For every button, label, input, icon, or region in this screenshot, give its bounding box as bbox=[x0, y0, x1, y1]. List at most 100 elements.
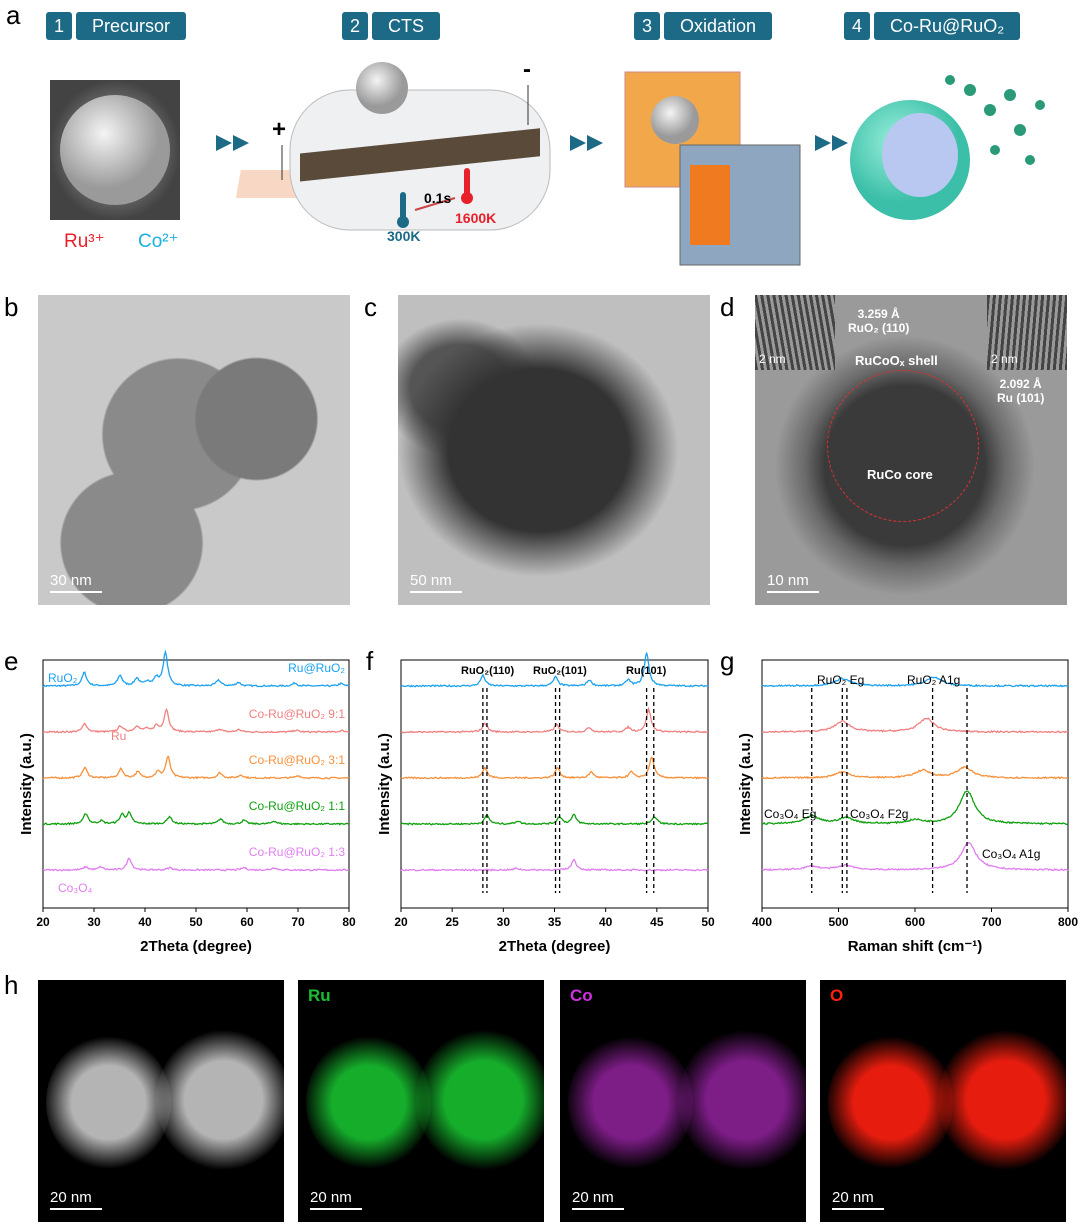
series-label: Co-Ru@RuO₂ 9:1 bbox=[249, 707, 346, 721]
x-tick-label: 50 bbox=[189, 915, 203, 929]
series-line bbox=[42, 857, 350, 872]
step-2: 2 CTS bbox=[342, 12, 440, 40]
x-tick-label: 25 bbox=[445, 915, 459, 929]
co-ion: Co²⁺ bbox=[138, 231, 179, 252]
scale-bar: 30 nm bbox=[50, 572, 102, 593]
panel-label-e: e bbox=[4, 646, 19, 676]
x-tick-label: 20 bbox=[36, 915, 50, 929]
panel-label-d: d bbox=[720, 292, 735, 322]
y-axis-label: Intensity (a.u.) bbox=[18, 733, 35, 835]
x-tick-label: 40 bbox=[599, 915, 613, 929]
panel-label-h: h bbox=[4, 970, 19, 1000]
step-1: 1 Precursor bbox=[46, 12, 187, 40]
x-tick-label: 50 bbox=[701, 915, 715, 929]
panel-label-g: g bbox=[720, 646, 735, 676]
tem-image-c: 50 nm bbox=[398, 295, 710, 605]
step-num: 4 bbox=[844, 12, 870, 40]
x-tick-label: 45 bbox=[650, 915, 664, 929]
charts: Ru@RuO₂ Co-Ru@RuO₂ 9:1 Co-Ru@RuO₂ 3:1 Co-Ru… bbox=[18, 649, 1078, 955]
y-axis-label: Intensity (a.u.) bbox=[737, 733, 754, 835]
chart-e: Ru@RuO₂ Co-Ru@RuO₂ 9:1 Co-Ru@RuO₂ 3:1 Co-Ru… bbox=[18, 649, 356, 955]
x-tick-label: 70 bbox=[291, 915, 305, 929]
series-line bbox=[42, 707, 350, 734]
annotation: RuO₂(110) bbox=[461, 665, 515, 677]
x-axis-label: 2Theta (degree) bbox=[499, 938, 611, 955]
step-name: Oxidation bbox=[664, 12, 773, 40]
panel-label-c: c bbox=[364, 292, 377, 322]
annotation: Ru(101) bbox=[626, 665, 667, 677]
hrtem-image-d: 2 nm 2 nm 3.259 Å RuO₂ (110) 2.092 Å Ru (1… bbox=[755, 295, 1067, 605]
series-line bbox=[761, 841, 1069, 872]
annotation: RuO₂(101) bbox=[533, 665, 587, 677]
step-4: 4 Co-Ru@RuO₂ bbox=[844, 12, 1021, 40]
annotation: Co₃O₄ F2g bbox=[850, 807, 908, 821]
series-line bbox=[761, 765, 1069, 780]
x-tick-label: 700 bbox=[981, 915, 1001, 929]
x-tick-label: 80 bbox=[342, 915, 356, 929]
annotation: Ru bbox=[111, 729, 126, 743]
x-tick-label: 40 bbox=[138, 915, 152, 929]
eds-map-ru: Ru 20 nm bbox=[298, 980, 544, 1222]
low-temp: 300K bbox=[387, 228, 421, 244]
x-tick-label: 600 bbox=[905, 915, 925, 929]
element-label: Co bbox=[570, 986, 593, 1005]
scale-bar: 20 nm bbox=[832, 1189, 884, 1210]
y-axis-label: Intensity (a.u.) bbox=[376, 733, 393, 835]
series-label: Co-Ru@RuO₂ 1:3 bbox=[249, 845, 346, 859]
scale-bar: 50 nm bbox=[410, 572, 462, 593]
plus-electrode: + bbox=[272, 116, 287, 143]
scale-bar: 10 nm bbox=[767, 572, 819, 593]
eds-map-haadf: 20 nm bbox=[38, 980, 284, 1222]
eds-map-o: O 20 nm bbox=[820, 980, 1066, 1222]
cts-reactor-illustration bbox=[235, 62, 551, 231]
heating-arrow bbox=[414, 197, 456, 211]
inset-right: 2 nm bbox=[987, 295, 1067, 370]
x-tick-label: 400 bbox=[752, 915, 772, 929]
scale-bar: 20 nm bbox=[572, 1189, 624, 1210]
step-3: 3 Oxidation bbox=[634, 12, 773, 40]
series-label: Ru@RuO₂ bbox=[288, 661, 345, 675]
thermometer-icon bbox=[397, 168, 473, 228]
step-num: 1 bbox=[46, 12, 72, 40]
annotation: RuO₂ A1g bbox=[907, 673, 960, 687]
d-spacing-1: 3.259 Å RuO₂ (110) bbox=[848, 307, 909, 335]
panel-label-f: f bbox=[366, 646, 374, 676]
series-line bbox=[42, 755, 350, 780]
scale-label: 10 nm bbox=[767, 572, 809, 589]
scale-label: 20 nm bbox=[310, 1189, 352, 1206]
eds-map-co: Co 20 nm bbox=[560, 980, 806, 1222]
chart-g: 400 500 600 700 800 Raman shift (cm⁻¹) Intensi… bbox=[737, 659, 1078, 955]
annotation: RuO₂ bbox=[48, 671, 78, 685]
core-shell-illustration bbox=[850, 75, 1045, 220]
x-tick-label: 500 bbox=[828, 915, 848, 929]
chart-f: 20 25 30 35 40 45 50 2Theta (degree) Intensity (… bbox=[376, 652, 715, 955]
ru-ion: Ru³⁺ bbox=[64, 231, 105, 252]
p2: Ru (101) bbox=[997, 391, 1045, 405]
scale-bar: 20 nm bbox=[50, 1189, 102, 1210]
series-label: Co-Ru@RuO₂ 3:1 bbox=[249, 753, 346, 767]
scale-label: 20 nm bbox=[572, 1189, 614, 1206]
series-line bbox=[761, 717, 1069, 734]
series-line bbox=[42, 810, 349, 826]
forward-arrows-icon bbox=[216, 135, 848, 151]
annotation: Co₃O₄ A1g bbox=[982, 847, 1040, 861]
shell-label: RuCoOₓ shell bbox=[855, 353, 938, 368]
d-spacing-2: 2.092 Å Ru (101) bbox=[997, 377, 1044, 405]
series-line bbox=[400, 858, 709, 872]
annotation: Co₃O₄ bbox=[58, 881, 93, 895]
x-tick-label: 30 bbox=[497, 915, 511, 929]
core-label: RuCo core bbox=[867, 467, 933, 482]
series-line bbox=[761, 676, 1069, 688]
inset-left: 2 nm bbox=[755, 295, 835, 370]
series-line bbox=[400, 706, 709, 734]
series-line bbox=[761, 790, 1069, 826]
p1: RuO₂ (110) bbox=[848, 321, 910, 335]
x-tick-label: 60 bbox=[240, 915, 254, 929]
furnace-illustration bbox=[624, 71, 801, 266]
d1: 3.259 Å bbox=[857, 307, 900, 321]
x-tick-label: 20 bbox=[394, 915, 408, 929]
scale-label: 20 nm bbox=[50, 1189, 92, 1206]
step-num: 2 bbox=[342, 12, 368, 40]
x-tick-label: 30 bbox=[87, 915, 101, 929]
